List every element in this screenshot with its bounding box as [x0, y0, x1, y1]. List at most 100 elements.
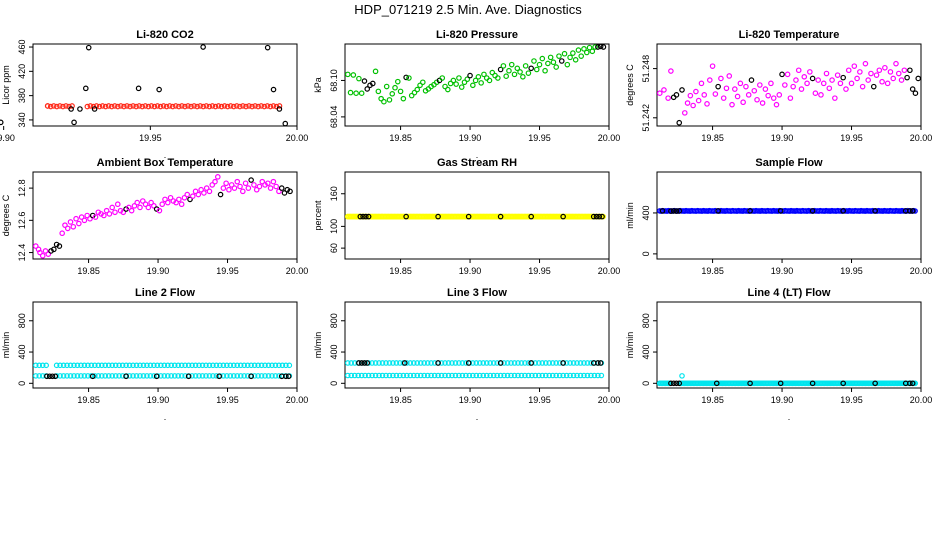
chart-panel-7: Line 2 Flow ml/min. 19.85 19.90 19.95 20.00 0 4… [1, 287, 308, 422]
data-point [480, 372, 487, 379]
x-tick-label: 20.00 [910, 133, 933, 143]
y-tick-label: 68.04 [329, 106, 339, 129]
data-point [243, 103, 249, 110]
data-point [363, 213, 369, 220]
data-point [467, 72, 473, 79]
data-point [542, 372, 549, 379]
data-point [209, 103, 216, 109]
data-point [776, 92, 783, 98]
x-tick-label: 20.00 [286, 133, 309, 143]
data-point [234, 178, 241, 185]
data-point [78, 362, 84, 369]
x-axis-label: . [476, 283, 479, 293]
data-point [356, 75, 362, 82]
x-axis-label: . [164, 412, 167, 422]
data-point [267, 185, 274, 191]
data-point [215, 174, 221, 180]
data-point [161, 373, 168, 379]
data-point [414, 86, 421, 93]
data-point [536, 61, 543, 68]
data-point [670, 380, 677, 387]
data-point [408, 92, 415, 99]
data-point [912, 208, 918, 214]
data-point [191, 103, 197, 109]
data-point [431, 372, 438, 379]
data-point [476, 372, 483, 379]
data-point [182, 103, 188, 110]
data-point [720, 95, 727, 101]
plot-frame [32, 43, 298, 127]
data-point [865, 77, 872, 83]
y-axis-label: Licor ppm [1, 65, 11, 105]
data-point [140, 362, 147, 369]
data-point [157, 103, 164, 110]
data-point [121, 103, 127, 110]
data-point [659, 208, 666, 214]
data-point [84, 103, 91, 110]
data-point [351, 372, 358, 379]
data-point [895, 70, 902, 77]
data-point [586, 44, 593, 51]
data-point [270, 178, 277, 185]
data-point [487, 360, 494, 366]
data-point [251, 373, 258, 379]
data-point [400, 95, 407, 102]
data-point [459, 372, 466, 379]
data-point [687, 92, 694, 99]
data-point [91, 106, 98, 112]
data-point [912, 380, 918, 387]
data-point [44, 103, 51, 109]
data-point [458, 84, 465, 90]
data-point [105, 373, 112, 379]
data-point [32, 362, 39, 369]
data-point [765, 92, 771, 99]
data-point [128, 207, 135, 214]
data-point [76, 220, 82, 227]
data-point [572, 56, 579, 63]
y-tick-label: 160 [329, 186, 339, 201]
data-point [809, 380, 816, 387]
data-point [234, 103, 240, 109]
data-point [189, 373, 195, 379]
data-point [215, 103, 222, 109]
data-point [136, 103, 142, 109]
data-point [224, 362, 230, 369]
data-point [553, 372, 560, 379]
data-point [246, 103, 252, 109]
data-point [248, 373, 254, 380]
data-point [461, 79, 468, 86]
y-tick-label: 100 [329, 219, 339, 234]
data-point [265, 373, 272, 379]
data-point [784, 71, 791, 78]
x-tick-label: 19.90 [459, 266, 482, 276]
data-point [668, 68, 674, 74]
data-point [273, 183, 279, 190]
data-point [119, 362, 126, 369]
data-point [213, 362, 220, 369]
x-tick-label: 19.90 [147, 395, 170, 405]
data-point [909, 208, 916, 214]
data-point [837, 80, 844, 87]
data-point [497, 213, 504, 220]
data-point [909, 86, 916, 92]
data-point [355, 372, 362, 379]
data-point [224, 373, 230, 379]
data-point [581, 46, 587, 52]
data-point [109, 373, 116, 379]
data-point [782, 82, 788, 88]
chart-title: Line 2 Flow [135, 287, 195, 299]
data-point [255, 103, 261, 110]
data-point [676, 119, 683, 126]
data-point [486, 77, 493, 84]
data-point [508, 372, 514, 379]
data-point [809, 75, 816, 82]
data-point [470, 82, 476, 89]
data-point [178, 373, 185, 379]
data-point [88, 362, 95, 369]
data-point [870, 83, 877, 90]
data-point [258, 373, 265, 379]
data-point [270, 103, 277, 109]
data-point [840, 380, 846, 387]
data-point [95, 373, 102, 379]
